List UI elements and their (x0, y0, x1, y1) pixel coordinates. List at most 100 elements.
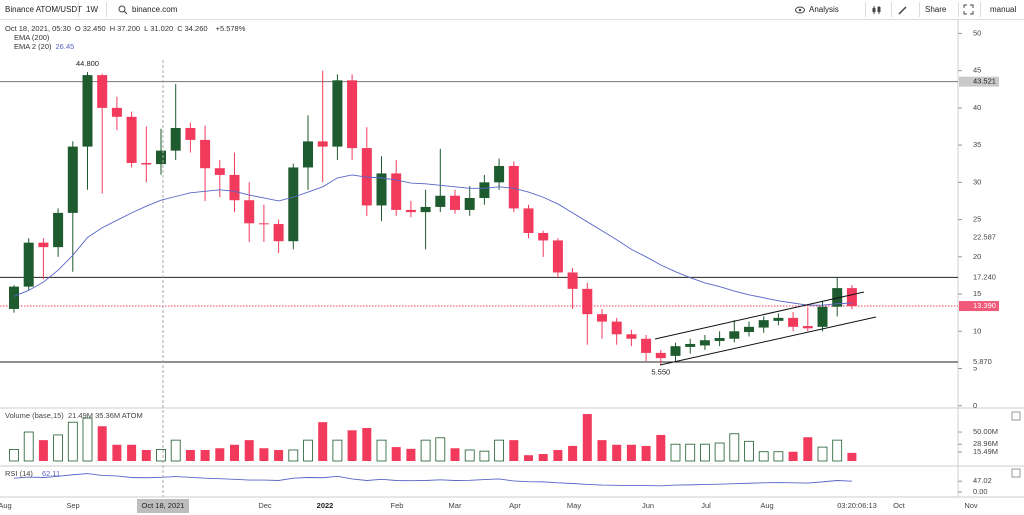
candle-body (817, 306, 828, 327)
pane-button[interactable] (1011, 468, 1021, 478)
ema-line (13, 174, 852, 306)
separator (865, 2, 866, 17)
candle-body (156, 150, 166, 165)
candle-body (420, 206, 431, 213)
candle-body (347, 80, 358, 149)
ohlc-value: 31.020 (150, 24, 174, 33)
x-tick-label: Nov (964, 501, 978, 510)
candle-body (23, 242, 34, 287)
candle-body (597, 314, 607, 322)
share-button[interactable]: Share (925, 5, 947, 14)
candle-body (788, 317, 799, 327)
candle-body (802, 326, 813, 329)
candle-body (111, 107, 122, 117)
fullscreen-icon[interactable] (963, 4, 974, 15)
candle-body (214, 168, 225, 175)
rsi-name: RSI (14) (5, 469, 33, 478)
x-tick-label: Jun (642, 501, 654, 510)
volume-bar (832, 439, 843, 462)
y-tick-label: 25 (973, 215, 981, 224)
site[interactable]: binance.com (132, 5, 178, 14)
mode-button[interactable]: manual (990, 5, 1017, 14)
x-tick-label: May (567, 501, 581, 510)
interval[interactable]: 1W (86, 5, 98, 14)
candle-body (332, 80, 343, 147)
price-level-box (959, 272, 999, 283)
volume-bar (656, 434, 666, 461)
volume-tick-label: 28.96M (973, 439, 998, 448)
price-annotation: 44.800 (76, 59, 99, 68)
candle-body (464, 197, 475, 210)
y-tick-label: 35 (973, 140, 981, 149)
volume-bar (817, 446, 828, 462)
volume-bar (112, 444, 122, 461)
volume-bar (773, 451, 784, 462)
price-level-box (959, 232, 999, 243)
x-tick-label: Aug (0, 501, 12, 510)
price-level-label: 43.521 (973, 77, 996, 86)
candle-body (170, 127, 181, 151)
candle-body (758, 320, 769, 328)
volume-bar (450, 448, 460, 461)
volume-bar (582, 414, 592, 461)
price-level-label: 5.870 (973, 357, 992, 366)
candle-body (53, 212, 64, 248)
volume-bar (23, 431, 34, 462)
separator (891, 2, 892, 17)
candle-body (435, 195, 446, 207)
candle-body (258, 223, 269, 225)
volume-bar (553, 449, 563, 461)
candle-body (67, 146, 78, 213)
countdown: 03:20:06:13 (837, 501, 877, 510)
volume-bar (215, 448, 225, 461)
candle-body (288, 167, 299, 242)
candle-body (714, 337, 725, 341)
candle-body (552, 240, 563, 273)
volume-bar (259, 448, 269, 461)
draw-icon[interactable] (898, 5, 914, 15)
volume-bar (156, 449, 166, 462)
eye-icon[interactable] (795, 6, 805, 14)
candle-body (670, 346, 681, 356)
y-tick-label: 40 (973, 103, 981, 112)
volume-bar (274, 449, 284, 461)
x-tick-label: Dec (258, 501, 272, 510)
ohlc-value: 32.450 (82, 24, 106, 33)
volume-bar (685, 443, 696, 462)
candle-body (567, 272, 578, 289)
rsi-line (13, 473, 852, 487)
volume-bar (626, 444, 636, 461)
analysis-button[interactable]: Analysis (809, 5, 839, 14)
search-icon[interactable] (118, 5, 127, 14)
symbol[interactable]: Binance ATOM/USDT (5, 5, 83, 14)
volume-bar (230, 444, 239, 461)
price-level-label: 13.390 (973, 301, 996, 310)
chart-type-icon[interactable] (871, 5, 885, 15)
date-readout: Oct 18, 2021, 05:30 (5, 24, 71, 33)
candle-body (626, 334, 637, 339)
volume-bar (82, 417, 93, 462)
toolbar: Binance ATOM/USDT 1W binance.com Analysi… (0, 0, 1024, 20)
volume-bar (538, 454, 548, 461)
price-annotation: 5.550 (651, 367, 670, 376)
volume-bar (420, 439, 431, 462)
candle-body (846, 288, 857, 307)
volume-bar (9, 449, 19, 462)
channel-line (659, 316, 877, 366)
separator (78, 2, 79, 17)
candle-body (200, 139, 211, 169)
volume-bar (435, 437, 446, 462)
candle-body (699, 340, 710, 346)
candle-body (244, 200, 255, 224)
candle-body (97, 75, 108, 108)
x-tick-label: Sep (66, 501, 79, 510)
candle-body (538, 232, 549, 241)
pane-button[interactable] (1011, 411, 1021, 421)
channel-line (654, 291, 865, 340)
volume-bar (700, 443, 710, 462)
price-level-box (959, 357, 999, 368)
candle-body (273, 224, 284, 242)
volume-name: Volume (base,15) (5, 411, 64, 420)
ohlc-value: 37.200 (117, 24, 141, 33)
